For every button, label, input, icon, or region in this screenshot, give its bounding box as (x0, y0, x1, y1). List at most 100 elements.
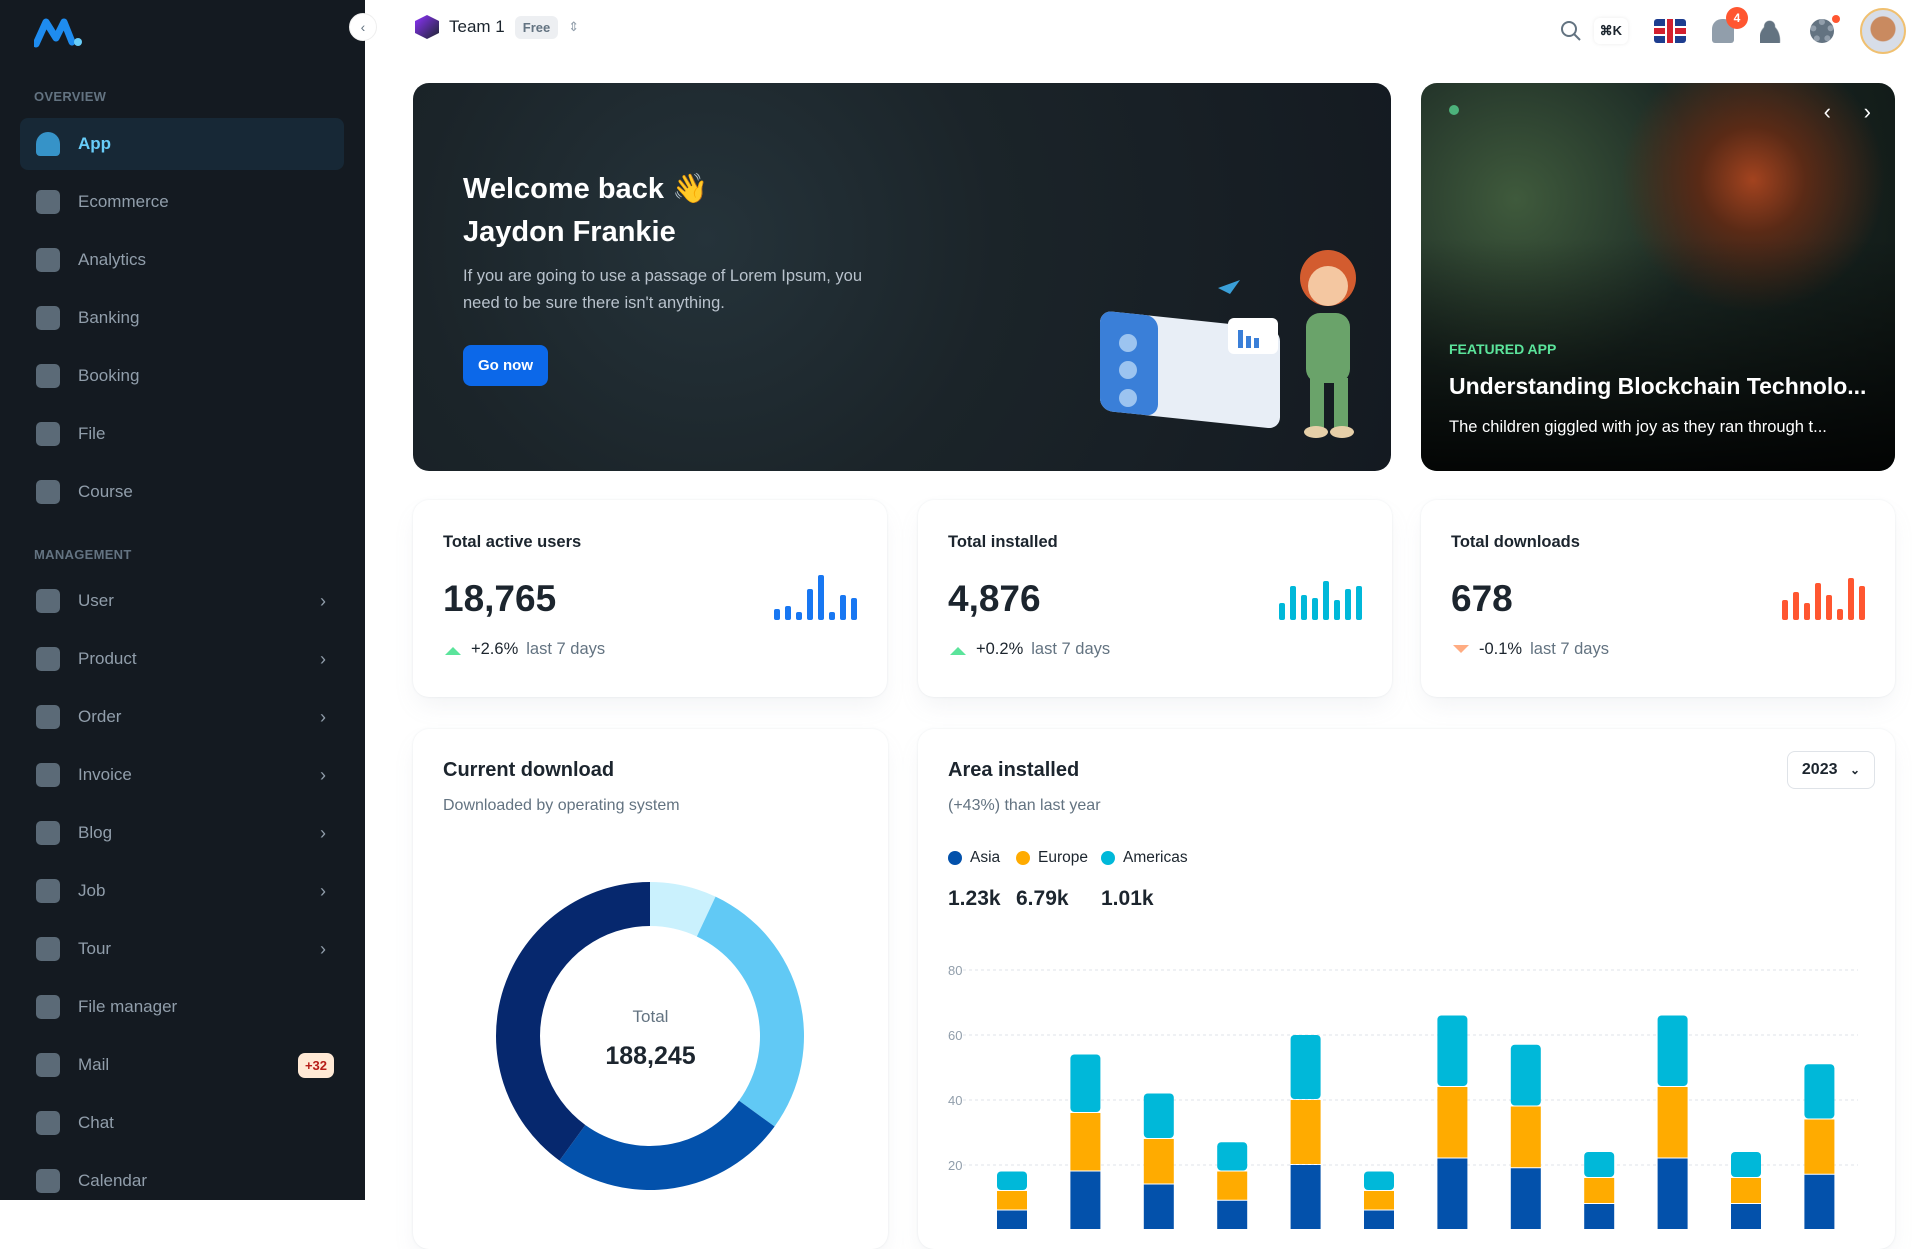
bar-americas[interactable] (1217, 1142, 1248, 1171)
sidebar-item-user[interactable]: User › (20, 575, 344, 627)
sidebar-item-label: Mail (78, 1055, 110, 1074)
bar-europe[interactable] (1364, 1191, 1394, 1210)
chevron-left-icon[interactable]: ‹ (1823, 99, 1831, 124)
legend-label: Americas (1123, 849, 1188, 866)
collapse-sidebar-button[interactable]: ‹ (349, 13, 377, 41)
sidebar-item-banking[interactable]: Banking (20, 292, 344, 344)
bar-americas[interactable] (1364, 1171, 1394, 1191)
welcome-banner: Welcome back 👋 Jaydon Frankie If you are … (413, 83, 1391, 471)
legend-item[interactable]: Americas (1101, 849, 1188, 867)
welcome-text: If you are going to use a passage of Lor… (463, 267, 862, 312)
sidebar-item-course[interactable]: Course (20, 466, 344, 518)
sidebar-item-mail[interactable]: Mail +32 (20, 1039, 344, 1091)
sidebar-item-label: Tour (78, 939, 112, 958)
sidebar-item-calendar[interactable]: Calendar (20, 1155, 344, 1207)
bar-asia[interactable] (1437, 1158, 1468, 1230)
bar-americas[interactable] (1510, 1044, 1541, 1106)
bar-asia[interactable] (1804, 1174, 1835, 1229)
logo[interactable] (34, 18, 84, 48)
bar-asia[interactable] (1143, 1184, 1174, 1230)
bar-americas[interactable] (1804, 1064, 1835, 1119)
sidebar-item-booking[interactable]: Booking (20, 350, 344, 402)
chevron-right-icon: › (320, 648, 326, 669)
bar-europe[interactable] (1510, 1106, 1541, 1168)
carousel-dot[interactable] (1449, 105, 1459, 115)
bar-americas[interactable] (1584, 1152, 1615, 1177)
card-title: Current download (443, 759, 615, 781)
sidebar-item-order[interactable]: Order › (20, 691, 344, 743)
bar-asia[interactable] (1364, 1210, 1394, 1230)
bar-asia[interactable] (1657, 1158, 1688, 1230)
bar-asia[interactable] (1217, 1200, 1248, 1229)
sidebar-item-label: Analytics (78, 250, 147, 269)
updown-chevron-icon: ⇕ (568, 19, 580, 34)
bar-asia[interactable] (1290, 1165, 1321, 1229)
gear-icon[interactable] (1810, 15, 1840, 43)
donut-slice[interactable] (495, 882, 650, 1161)
bar-americas[interactable] (1731, 1152, 1761, 1177)
bar-asia[interactable] (1070, 1171, 1101, 1230)
bar-europe[interactable] (1731, 1178, 1761, 1203)
bar-europe[interactable] (1143, 1139, 1174, 1184)
bar-europe[interactable] (997, 1191, 1027, 1210)
uk-flag-icon[interactable] (1654, 19, 1686, 43)
bar-asia[interactable] (997, 1210, 1027, 1230)
bar-americas[interactable] (1290, 1035, 1321, 1099)
year-value: 2023 (1801, 761, 1838, 778)
sidebar-item-file[interactable]: File (20, 408, 344, 460)
bar-europe[interactable] (1290, 1100, 1321, 1164)
sidebar-item-file-manager[interactable]: File manager (20, 981, 344, 1033)
chevron-down-icon: ⌄ (1849, 763, 1860, 777)
legend-item[interactable]: Asia (948, 849, 1000, 867)
sidebar-item-blog[interactable]: Blog › (20, 807, 344, 859)
stat-value: 18,765 (443, 578, 557, 619)
team-switcher[interactable]: Team 1 Free ⇕ (415, 15, 579, 39)
bar-europe[interactable] (1070, 1113, 1101, 1171)
year-select[interactable]: 2023 ⌄ (1786, 751, 1875, 789)
sidebar-item-app[interactable]: App (20, 118, 344, 170)
contacts-icon[interactable] (1760, 19, 1784, 43)
chevron-right-icon: › (320, 822, 326, 843)
sidebar-item-label: App (78, 134, 112, 153)
bar-asia[interactable] (1731, 1204, 1761, 1229)
bar-americas[interactable] (997, 1171, 1027, 1191)
bar-europe[interactable] (1217, 1171, 1248, 1200)
stat-title: Total downloads (1451, 533, 1580, 551)
go-now-button[interactable]: Go now (463, 345, 548, 386)
chevron-right-icon[interactable]: › (1863, 99, 1871, 124)
bar-asia[interactable] (1584, 1204, 1615, 1229)
sidebar-item-product[interactable]: Product › (20, 633, 344, 685)
featured-description: The children giggled with joy as they ra… (1449, 418, 1827, 436)
legend-dot (948, 851, 962, 865)
donut-slice[interactable] (696, 896, 804, 1127)
sidebar-item-tour[interactable]: Tour › (20, 923, 344, 975)
bar-americas[interactable] (1437, 1015, 1468, 1087)
sidebar-item-analytics[interactable]: Analytics (20, 234, 344, 286)
sidebar-item-invoice[interactable]: Invoice › (20, 749, 344, 801)
legend-item[interactable]: Europe (1016, 849, 1088, 867)
bar-europe[interactable] (1584, 1178, 1615, 1203)
mini-bar (1279, 603, 1285, 620)
donut-slice[interactable] (559, 1100, 775, 1190)
bell-icon[interactable]: 4 (1712, 7, 1748, 43)
settings-dot (1832, 15, 1840, 23)
shortcut-hint[interactable]: ⌘K (1593, 18, 1628, 44)
featured-title[interactable]: Understanding Blockchain Technolo... (1449, 373, 1867, 399)
bar-europe[interactable] (1437, 1087, 1468, 1158)
bar-americas[interactable] (1143, 1093, 1174, 1139)
area-installed-card: Area installed (+43%) than last year 202… (918, 729, 1895, 1249)
sidebar-item-chat[interactable]: Chat (20, 1097, 344, 1149)
search-icon[interactable] (1560, 20, 1582, 42)
bar-americas[interactable] (1657, 1015, 1688, 1087)
mail-icon (36, 1053, 60, 1077)
sidebar-item-job[interactable]: Job › (20, 865, 344, 917)
sidebar-item-ecommerce[interactable]: Ecommerce (20, 176, 344, 228)
bar-americas[interactable] (1070, 1054, 1101, 1113)
bar-asia[interactable] (1510, 1168, 1541, 1229)
donut-slice[interactable] (650, 882, 716, 937)
bar-europe[interactable] (1804, 1119, 1835, 1174)
avatar[interactable] (1860, 8, 1906, 54)
bar-europe[interactable] (1657, 1087, 1688, 1158)
stacked-bar-chart: 20 40 60 80 (948, 963, 1858, 1230)
featured-app-carousel[interactable]: ‹ › FEATURED APP Understanding Blockchai… (1421, 83, 1895, 471)
